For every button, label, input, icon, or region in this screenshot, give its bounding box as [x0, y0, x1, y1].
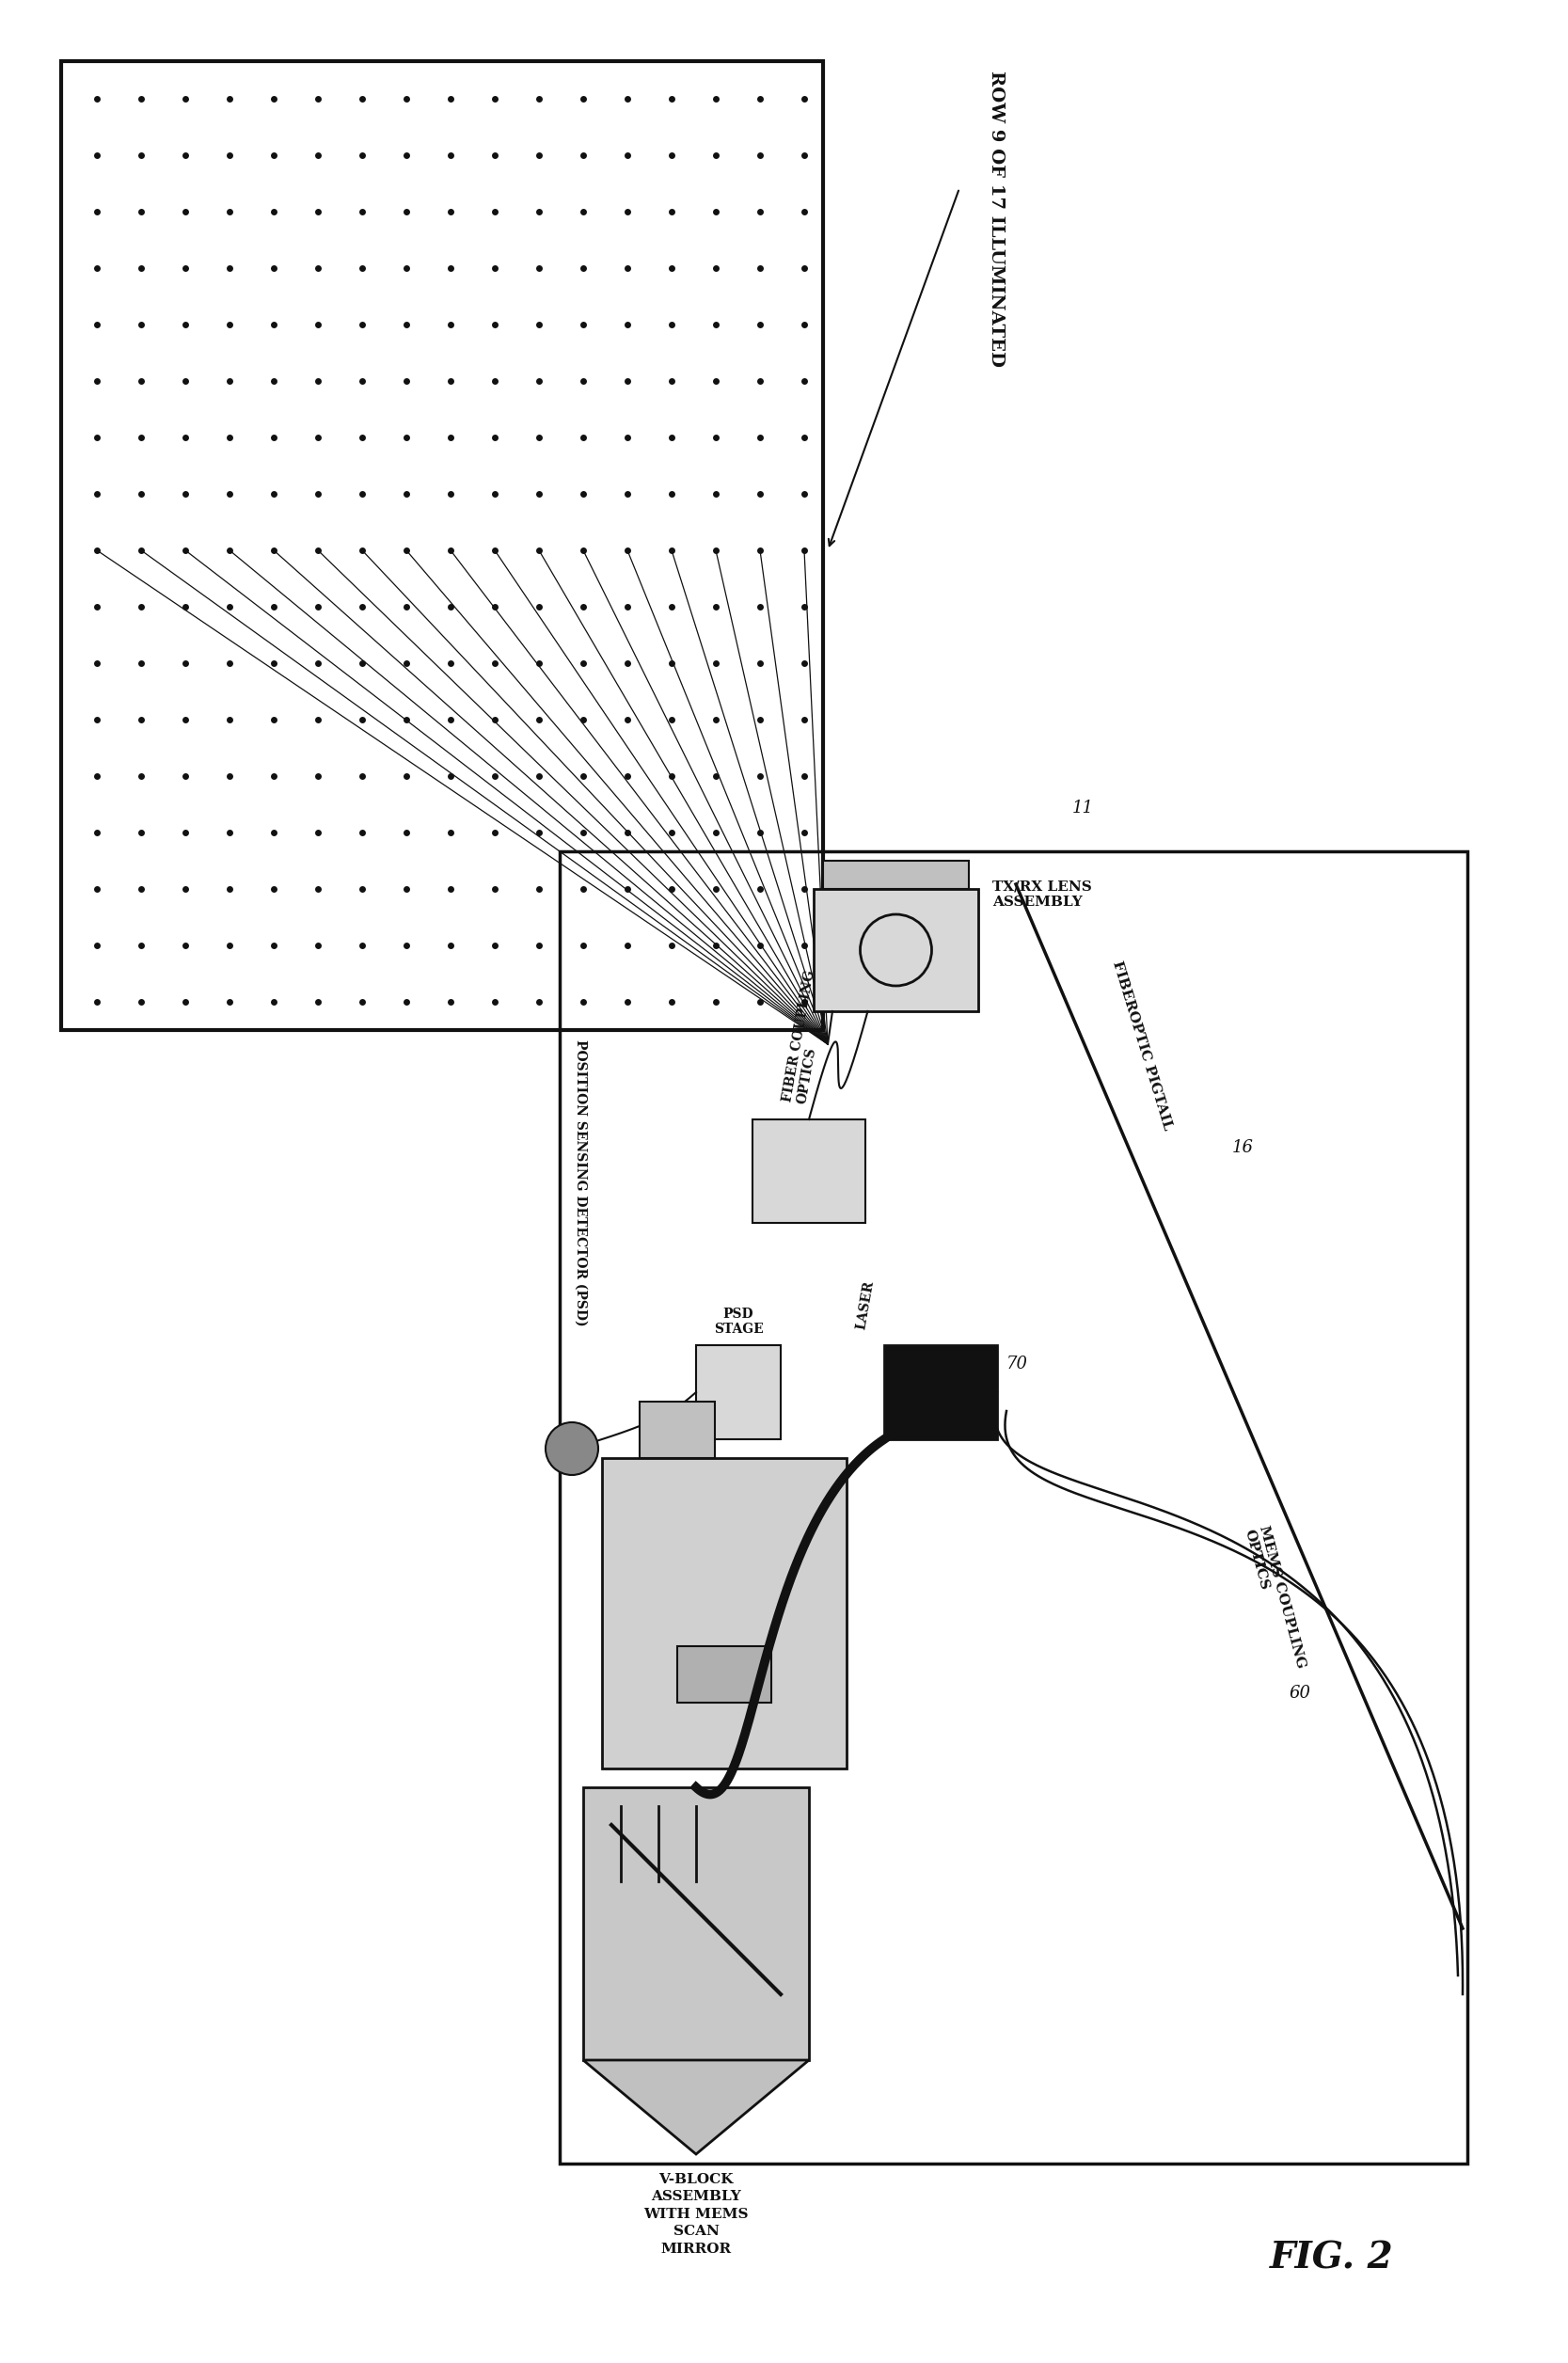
Text: POSITION SENSING DETECTOR (PSD): POSITION SENSING DETECTOR (PSD) [574, 1040, 586, 1326]
Text: FIBER COUPLING
OPTICS: FIBER COUPLING OPTICS [781, 969, 833, 1106]
FancyBboxPatch shape [640, 1401, 715, 1458]
Text: FIG. 2: FIG. 2 [1270, 2240, 1394, 2276]
Text: MEMS COUPLING
OPTICS: MEMS COUPLING OPTICS [1242, 1524, 1308, 1673]
Text: ROW 9 OF 17 ILLUMINATED: ROW 9 OF 17 ILLUMINATED [988, 71, 1005, 366]
Circle shape [546, 1423, 599, 1475]
Text: 60: 60 [1289, 1685, 1311, 1701]
FancyBboxPatch shape [583, 1786, 809, 2061]
Polygon shape [583, 2061, 809, 2155]
Text: 16: 16 [1232, 1139, 1254, 1156]
FancyBboxPatch shape [884, 1345, 997, 1439]
FancyBboxPatch shape [696, 1345, 781, 1439]
FancyBboxPatch shape [823, 860, 969, 888]
FancyBboxPatch shape [677, 1647, 771, 1704]
Text: V-BLOCK
ASSEMBLY
WITH MEMS
SCAN
MIRROR: V-BLOCK ASSEMBLY WITH MEMS SCAN MIRROR [643, 2174, 748, 2254]
Text: 70: 70 [1007, 1356, 1029, 1373]
Text: FIBEROPTIC PIGTAIL: FIBEROPTIC PIGTAIL [1110, 959, 1174, 1132]
Text: 11: 11 [1073, 799, 1094, 818]
FancyBboxPatch shape [602, 1458, 847, 1768]
Text: LASER: LASER [855, 1281, 877, 1330]
FancyBboxPatch shape [753, 1120, 866, 1224]
Text: TX/RX LENS
ASSEMBLY: TX/RX LENS ASSEMBLY [993, 879, 1091, 910]
FancyBboxPatch shape [814, 888, 978, 1011]
Text: PSD
STAGE: PSD STAGE [713, 1307, 764, 1335]
